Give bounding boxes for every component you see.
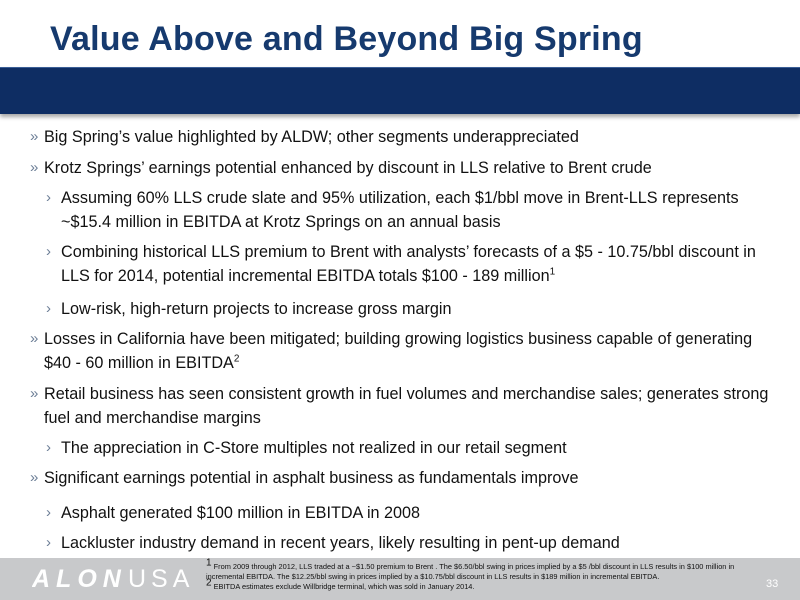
sub-bullet-text: Assuming 60% LLS crude slate and 95% uti…: [61, 189, 739, 231]
bullet-marker: »: [30, 330, 39, 347]
footnote-2-text: EBITDA estimates exclude Willbridge term…: [213, 582, 475, 591]
sub-bullet-text: Asphalt generated $100 million in EBITDA…: [61, 504, 421, 522]
sub-bullet-text: Lackluster industry demand in recent yea…: [61, 534, 620, 552]
svg-text:ALON: ALON: [32, 565, 127, 593]
footnote-ref: 2: [233, 353, 240, 365]
bullet-text: Krotz Springs’ earnings potential enhanc…: [44, 159, 652, 177]
sub-bullet-item: › Asphalt generated $100 million in EBIT…: [46, 501, 761, 525]
bullet-text: Losses in California have been mitigated…: [44, 330, 753, 372]
sub-bullet-item: › The appreciation in C-Store multiples …: [46, 436, 761, 460]
footnote-1-marker: 1: [206, 557, 212, 569]
footnote-ref: 1: [549, 266, 556, 278]
footnote-2: 2 EBITDA estimates exclude Willbridge te…: [206, 578, 766, 592]
bullet-marker: »: [30, 128, 39, 145]
sub-bullet-marker: ›: [46, 243, 51, 260]
sub-bullet-item: › Assuming 60% LLS crude slate and 95% u…: [46, 186, 761, 234]
footnote-1-text: From 2009 through 2012, LLS traded at a …: [206, 562, 735, 581]
sub-bullet-marker: ›: [46, 439, 51, 456]
alon-usa-logo: ALON USA: [31, 562, 192, 593]
sub-bullet-text: Combining historical LLS premium to Bren…: [61, 243, 756, 285]
sub-bullet-marker: ›: [46, 189, 51, 206]
footnotes: 1 From 2009 through 2012, LLS traded at …: [206, 558, 766, 592]
bullet-item: » Losses in California have been mitigat…: [30, 327, 770, 375]
bullet-text: Big Spring’s value highlighted by ALDW; …: [44, 128, 579, 146]
svg-text:USA: USA: [128, 565, 192, 593]
sub-bullet-item: › Combining historical LLS premium to Br…: [46, 240, 761, 288]
title-bar: [0, 67, 800, 114]
footer-bar: [0, 558, 800, 600]
sub-bullet-text: Low-risk, high-return projects to increa…: [61, 300, 452, 318]
sub-bullet-item: › Low-risk, high-return projects to incr…: [46, 297, 761, 321]
bullet-item: » Retail business has seen consistent gr…: [30, 382, 770, 430]
bullet-text: Significant earnings potential in asphal…: [44, 469, 579, 487]
footnote-2-marker: 2: [206, 577, 212, 589]
bullet-item: » Krotz Springs’ earnings potential enha…: [30, 156, 770, 180]
sub-bullet-text: The appreciation in C-Store multiples no…: [61, 439, 567, 457]
alon-usa-logo-mark: ALON USA: [31, 565, 192, 593]
sub-bullet-item: › Lackluster industry demand in recent y…: [46, 531, 761, 555]
bullet-item: » Big Spring’s value highlighted by ALDW…: [30, 125, 770, 149]
page-number: 33: [766, 578, 779, 590]
bullet-marker: »: [30, 469, 39, 486]
bullet-marker: »: [30, 159, 39, 176]
bullet-item: » Significant earnings potential in asph…: [30, 466, 770, 490]
sub-bullet-marker: ›: [46, 504, 51, 521]
bullet-text: Retail business has seen consistent grow…: [44, 385, 769, 427]
page-title: Value Above and Beyond Big Spring: [50, 20, 643, 58]
footnote-1: 1 From 2009 through 2012, LLS traded at …: [206, 558, 766, 582]
sub-bullet-marker: ›: [46, 534, 51, 551]
sub-bullet-marker: ›: [46, 300, 51, 317]
bullet-marker: »: [30, 385, 39, 402]
